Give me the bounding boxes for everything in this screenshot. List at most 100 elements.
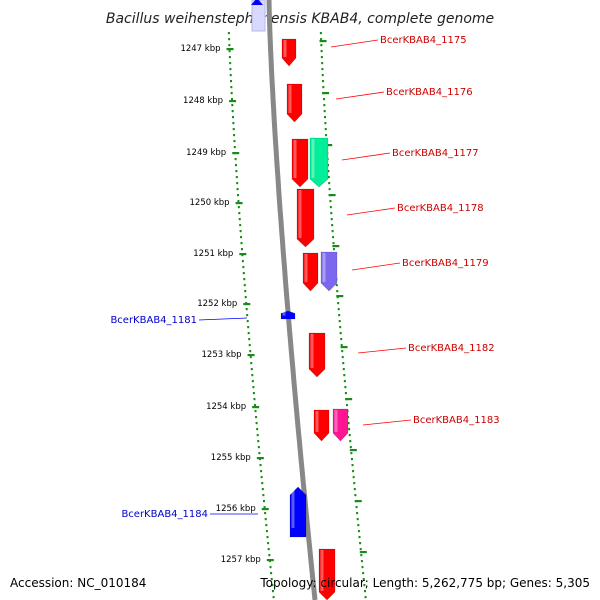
- gene-bottom-shine: [320, 550, 324, 591]
- track-dot: [241, 260, 244, 263]
- track-dot: [352, 476, 355, 479]
- gene-1176: [286, 83, 303, 123]
- track-dot: [347, 416, 350, 419]
- track-dot: [234, 158, 237, 161]
- track-dot: [344, 392, 347, 395]
- track-dot: [354, 494, 357, 497]
- track-dot: [253, 404, 256, 407]
- track-dot: [338, 320, 341, 323]
- kbp-tick: [235, 202, 243, 205]
- track-dot: [236, 188, 239, 191]
- track-dot: [232, 122, 235, 125]
- track-dot: [250, 368, 253, 371]
- feature-top-arrow: [251, 0, 263, 5]
- track-dot: [356, 518, 359, 521]
- track-dot: [359, 548, 362, 551]
- track-dot: [255, 416, 258, 419]
- kbp-label: 1248 kbp: [183, 96, 223, 106]
- track-dot: [348, 434, 351, 437]
- track-dot: [271, 584, 274, 587]
- track-dot: [253, 398, 256, 401]
- track-dot: [321, 74, 324, 77]
- track-dot: [349, 446, 352, 449]
- track-dot: [262, 494, 265, 497]
- gene-label: BcerKBAB4_1177: [392, 148, 479, 159]
- track-dot: [233, 140, 236, 143]
- gene-label: BcerKBAB4_1183: [413, 415, 500, 426]
- gene-1177: [291, 138, 309, 188]
- gene-1182-shine: [310, 334, 314, 368]
- track-dot: [262, 500, 265, 503]
- track-dot: [356, 512, 359, 515]
- track-dot: [341, 356, 344, 359]
- gene-1183: [313, 409, 330, 442]
- track-dot: [231, 110, 234, 113]
- gene-1179-shine: [304, 254, 308, 282]
- gene-1175-shine: [283, 40, 287, 57]
- feature-purple: [320, 251, 338, 292]
- track-dot: [331, 224, 334, 227]
- kbp-label: 1253 kbp: [202, 350, 242, 360]
- track-dot: [345, 404, 348, 407]
- track-dot: [320, 38, 323, 41]
- track-dot: [349, 440, 352, 443]
- track-dot: [259, 464, 262, 467]
- kbp-tick-inner: [319, 40, 327, 43]
- track-dot: [362, 578, 365, 581]
- track-dot: [330, 218, 333, 221]
- track-dot: [243, 278, 246, 281]
- track-dot: [322, 98, 325, 101]
- track-dot: [351, 464, 354, 467]
- gene-1176-shine: [288, 85, 292, 113]
- track-dot: [247, 332, 250, 335]
- label-leader: [330, 39, 379, 48]
- track-dot: [358, 536, 361, 539]
- track-dot: [350, 458, 353, 461]
- gene-1177-shine: [293, 140, 297, 178]
- track-dot: [360, 554, 363, 557]
- track-dot: [230, 80, 233, 83]
- kbp-tick-inner: [349, 449, 357, 452]
- kbp-tick: [239, 253, 247, 256]
- track-dot: [239, 230, 242, 233]
- track-dot: [240, 242, 243, 245]
- kbp-tick: [247, 354, 255, 357]
- track-dot: [249, 356, 252, 359]
- track-dot: [329, 206, 332, 209]
- kbp-tick-inner: [340, 346, 348, 349]
- track-dot: [332, 248, 335, 251]
- gene-1179: [302, 252, 319, 292]
- kbp-tick: [232, 152, 240, 155]
- track-dot: [231, 104, 234, 107]
- track-dot: [342, 368, 345, 371]
- track-dot: [263, 506, 266, 509]
- track-dot: [230, 86, 233, 89]
- track-dot: [233, 134, 236, 137]
- track-dot: [261, 482, 264, 485]
- kbp-tick: [226, 48, 234, 51]
- gene-1184-shine: [291, 488, 295, 528]
- track-dot: [240, 236, 243, 239]
- track-dot: [227, 32, 230, 35]
- label-leader: [335, 91, 385, 100]
- accession-text: Accession: NC_010184: [10, 576, 146, 590]
- gene-label: BcerKBAB4_1182: [408, 343, 495, 354]
- track-dot: [331, 230, 334, 233]
- gene-1178-shine: [298, 190, 302, 238]
- track-dot: [245, 308, 248, 311]
- track-dot: [340, 344, 343, 347]
- track-dot: [269, 566, 272, 569]
- track-dot: [352, 470, 355, 473]
- track-dot: [240, 248, 243, 251]
- track-dot: [320, 44, 323, 47]
- track-dot: [258, 452, 261, 455]
- kbp-tick: [252, 406, 260, 409]
- track-dot: [232, 116, 235, 119]
- kbp-label: 1251 kbp: [193, 249, 233, 259]
- track-dot: [254, 410, 257, 413]
- track-dot: [357, 524, 360, 527]
- track-dot: [228, 50, 231, 53]
- label-leader: [198, 317, 248, 321]
- track-dot: [235, 176, 238, 179]
